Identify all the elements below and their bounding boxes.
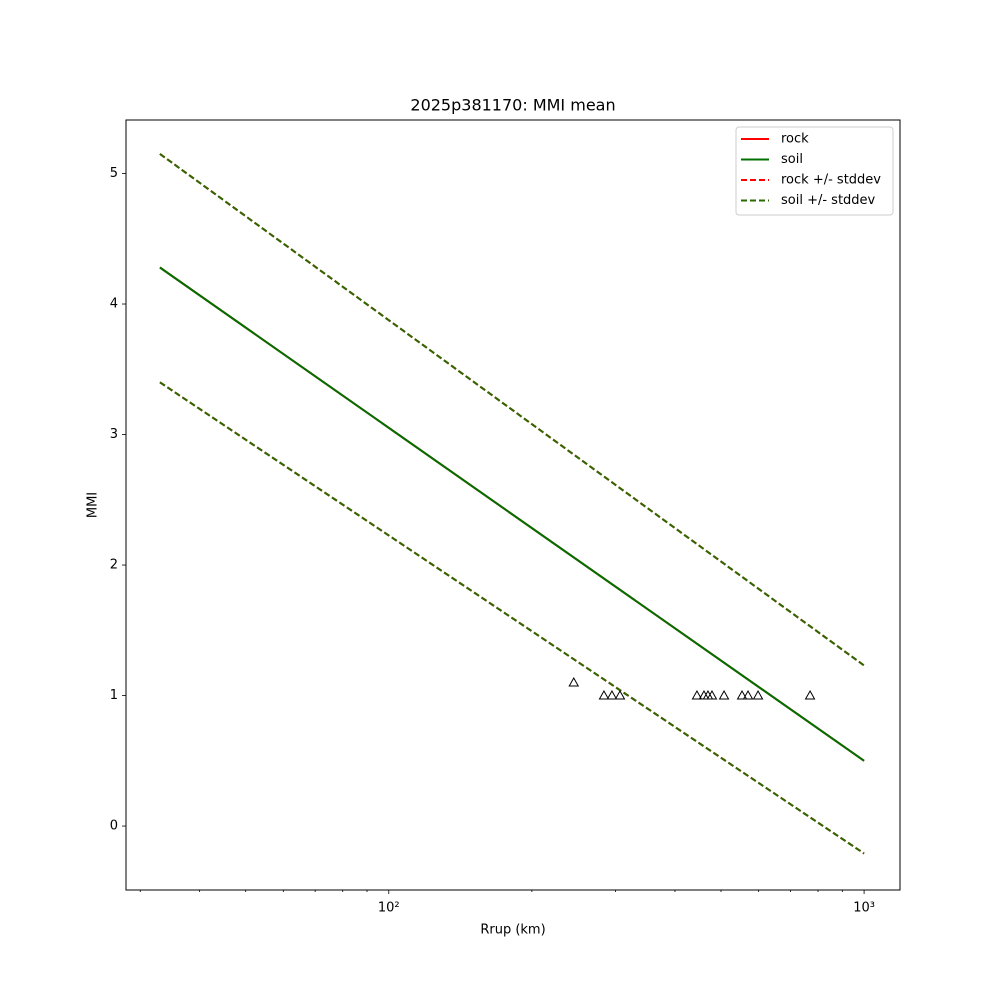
- legend-label: soil: [781, 152, 803, 167]
- legend-box: [735, 126, 894, 216]
- point-marker: [718, 690, 730, 700]
- y-tick-label: 1: [110, 688, 118, 703]
- legend-label: rock: [781, 132, 809, 147]
- y-tick-label: 4: [110, 297, 118, 312]
- x-tick-label: 10³: [853, 901, 875, 916]
- x-axis-label: Rrup (km): [480, 923, 545, 938]
- series-line: [159, 381, 865, 855]
- point-marker: [752, 690, 764, 700]
- legend-label: soil +/- stddev: [781, 193, 876, 208]
- y-tick-label: 2: [110, 558, 118, 573]
- point-marker: [606, 690, 618, 700]
- point-marker: [736, 690, 748, 700]
- legend-label: rock +/- stddev: [781, 173, 881, 188]
- series-line: [159, 153, 865, 667]
- point-marker: [568, 676, 580, 687]
- point-marker: [614, 690, 626, 700]
- point-marker: [691, 690, 703, 700]
- y-tick-label: 5: [110, 166, 118, 181]
- point-marker: [706, 690, 718, 700]
- series-line: [159, 266, 865, 762]
- point-marker: [804, 690, 816, 700]
- y-tick-label: 3: [110, 427, 118, 442]
- x-tick-label: 10²: [378, 901, 400, 916]
- chart-title: 2025p381170: MMI mean: [410, 96, 615, 115]
- plot-frame: [125, 119, 901, 891]
- legend: rock soil rock +/- stddev soil +/- stddev: [735, 126, 894, 216]
- point-marker: [598, 690, 610, 700]
- y-axis-label: MMI: [86, 492, 101, 518]
- point-marker: [742, 690, 754, 700]
- y-tick-label: 0: [110, 819, 118, 834]
